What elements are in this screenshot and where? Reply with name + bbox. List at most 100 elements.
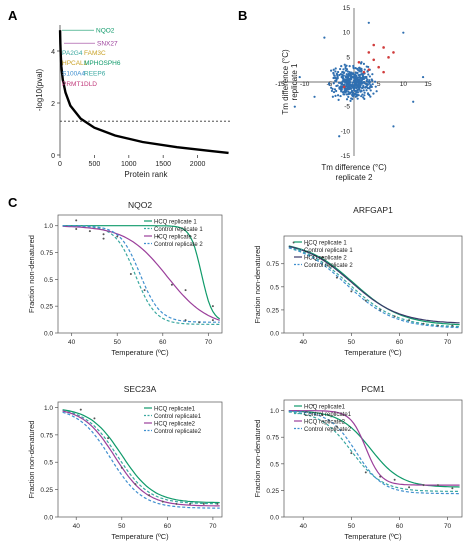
panel-pcm1-xtick-label: 60 — [396, 523, 404, 530]
panel-nqo2-legend-label: Control replicate 2 — [154, 242, 203, 248]
b-scatter-point — [368, 80, 372, 83]
b-scatter-point — [343, 87, 346, 90]
b-scatter-point — [360, 78, 364, 82]
panel-sec23a-xtick-label: 60 — [164, 523, 172, 530]
b-scatter-point — [366, 78, 369, 81]
panel-pcm1-xtick-label: 40 — [300, 523, 308, 530]
b-scatter-point — [365, 86, 368, 89]
b-ylabel: Tm difference (°C) — [281, 49, 290, 115]
panel-nqo2-data-point — [157, 235, 160, 238]
b-scatter-point — [334, 70, 337, 73]
b-scatter-point — [421, 75, 425, 79]
b-scatter-point — [336, 94, 340, 97]
panel-sec23a-ytick-label: 0.5 — [44, 460, 53, 467]
b-scatter-point — [346, 70, 350, 73]
a-xtick-label: 2000 — [190, 161, 206, 168]
panel-sec23a-data-point — [202, 502, 205, 505]
panel-nqo2-ytick-label: 0.75 — [40, 250, 53, 257]
panel-arfgap1-xtick-label: 50 — [348, 339, 356, 346]
panel-label-b: B — [238, 8, 247, 23]
panel-nqo2-series-curve — [62, 225, 220, 321]
panel-sec23a-xtick-label: 70 — [209, 523, 217, 530]
b-scatter-hit — [342, 85, 346, 89]
b-scatter-point — [351, 76, 354, 79]
b-scatter-point — [372, 92, 375, 95]
b-scatter-point — [356, 97, 359, 100]
panel-arfgap1-ytick-label: 0.0 — [270, 331, 279, 338]
panel-arfgap1-data-point — [379, 308, 382, 311]
panel-sec23a-series-curve — [62, 411, 220, 509]
b-scatter-point — [331, 87, 334, 91]
b-scatter-point — [360, 95, 363, 98]
panel-arfgap1-legend-label: HCQ replicate 2 — [304, 255, 347, 261]
a-protein-label: PA2G4 — [62, 50, 83, 57]
b-scatter-point — [352, 85, 355, 89]
panel-nqo2-data-point — [102, 237, 105, 240]
b-scatter-point — [330, 89, 334, 93]
b-scatter-point — [338, 67, 342, 71]
b-scatter-point — [345, 73, 348, 76]
panel-nqo2-legend-label: HCQ replicate 2 — [154, 234, 197, 240]
panel-sec23a-data-point — [79, 408, 82, 411]
b-scatter-point — [333, 74, 336, 77]
b-scatter-point — [331, 95, 334, 98]
panel-pcm1-data-point — [393, 478, 396, 481]
a-protein-label: NQO2 — [96, 28, 115, 35]
b-scatter-point — [348, 65, 351, 68]
panel-sec23a-title: SEC23A — [124, 384, 157, 394]
b-scatter-point — [335, 78, 338, 81]
panel-label-a: A — [8, 8, 18, 23]
b-scatter-point — [371, 83, 374, 86]
b-scatter-point — [353, 89, 356, 92]
a-protein-label: REEP6 — [84, 71, 106, 78]
b-scatter-point — [345, 83, 348, 87]
panel-pcm1-data-point — [364, 471, 367, 474]
panel-sec23a-ytick-label: 0.75 — [40, 432, 53, 439]
panel-pcm1-xtick-label: 70 — [444, 523, 452, 530]
panel-sec23a-data-point — [189, 502, 192, 505]
b-scatter-hit — [372, 58, 376, 62]
panel-nqo2-series-curve — [62, 225, 220, 325]
panel-sec23a-xtick-label: 50 — [118, 523, 126, 530]
b-scatter-point — [334, 76, 337, 79]
panel-sec23a-frame — [57, 401, 223, 518]
b-scatter-point — [353, 80, 356, 83]
panel-pcm1-data-point — [422, 484, 425, 487]
b-scatter-point — [363, 91, 366, 94]
b-scatter-point — [330, 69, 333, 72]
panel-pcm1-data-point — [335, 425, 338, 428]
panel-nqo2-data-point — [116, 235, 119, 238]
b-scatter-point — [369, 89, 372, 92]
b-scatter-point — [332, 90, 336, 94]
b-scatter-point — [355, 84, 358, 87]
a-protein-label: HPCAL1 — [62, 60, 88, 67]
b-scatter-hit — [392, 51, 395, 54]
panel-nqo2-frame — [57, 214, 223, 334]
b-scatter-point — [365, 89, 368, 92]
panel-arfgap1-data-point — [350, 290, 353, 293]
panel-pcm1-title: PCM1 — [361, 384, 385, 394]
a-protein-label: PRMT1 — [62, 81, 84, 88]
b-scatter-point — [352, 64, 355, 68]
b-scatter-point — [336, 74, 339, 77]
panel-arfgap1-series-curve — [288, 247, 460, 329]
b-scatter-point — [347, 95, 350, 98]
panel-nqo2-data-point — [75, 227, 78, 230]
panel-nqo2-xtick-label: 60 — [159, 339, 167, 346]
b-scatter-point — [368, 82, 371, 85]
b-scatter-point — [336, 77, 339, 80]
b-scatter-point — [363, 82, 366, 85]
b-scatter-point — [356, 80, 359, 84]
a-protein-label: MPHOSPH6 — [84, 60, 121, 67]
panel-pcm1-legend-label: HCQ replicate2 — [304, 419, 346, 425]
panel-nqo2-xtick-label: 40 — [68, 339, 76, 346]
b-ytick-label: -5 — [344, 104, 350, 111]
a-protein-label: SNX27 — [97, 41, 118, 48]
b-scatter-point — [355, 86, 358, 89]
b-scatter-point — [361, 86, 364, 89]
b-scatter-point — [323, 36, 326, 39]
b-scatter-point — [371, 73, 374, 76]
panel-arfgap1-data-point — [393, 315, 396, 318]
